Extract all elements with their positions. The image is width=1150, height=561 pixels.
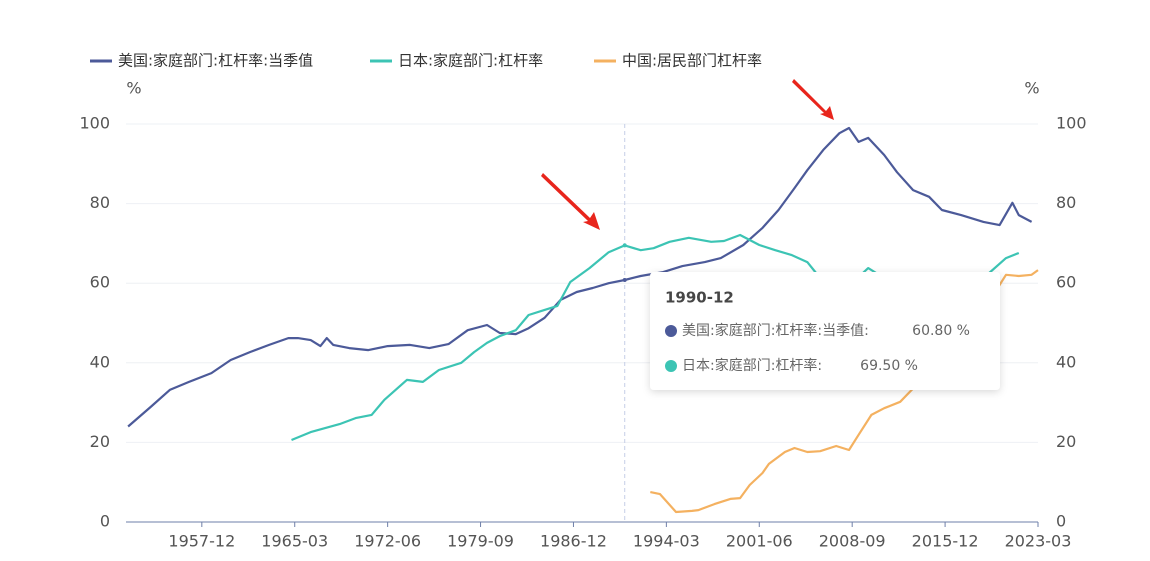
tooltip-dot: [665, 325, 677, 337]
x-tick-label: 1986-12: [540, 532, 607, 551]
series-line: [127, 126, 1033, 428]
annotation-arrow: [541, 173, 600, 230]
legend-label: 日本:家庭部门:杠杆率: [398, 52, 543, 70]
x-tick-label: 1965-03: [261, 532, 328, 551]
y2-unit: %: [1024, 79, 1039, 98]
y-tick-label: 0: [100, 512, 110, 531]
y-tick-label: 80: [90, 193, 110, 212]
y2-tick-label: 20: [1056, 432, 1076, 451]
tooltip-name: 日本:家庭部门:杠杆率:: [682, 357, 822, 374]
hover-point: [622, 278, 627, 283]
x-tick-label: 1979-09: [447, 532, 514, 551]
y2-tick-label: 40: [1056, 352, 1076, 371]
y-tick-label: 20: [90, 432, 110, 451]
x-tick-label: 2001-06: [726, 532, 793, 551]
tooltip-dot: [665, 360, 677, 372]
annotation-arrow: [792, 79, 834, 120]
y2-tick-label: 80: [1056, 193, 1076, 212]
y-tick-label: 100: [79, 114, 110, 133]
tooltip-value: 60.80 %: [912, 323, 970, 339]
legend-label: 美国:家庭部门:杠杆率:当季值: [118, 52, 313, 70]
x-tick-label: 2015-12: [912, 532, 979, 551]
y2-tick-label: 0: [1056, 512, 1066, 531]
x-tick-label: 2023-03: [1005, 532, 1072, 551]
tooltip-name: 美国:家庭部门:杠杆率:当季值:: [682, 322, 869, 339]
y2-tick-label: 60: [1056, 273, 1076, 292]
tooltip-value: 69.50 %: [860, 358, 918, 374]
x-tick-label: 1972-06: [354, 532, 421, 551]
x-tick-label: 1994-03: [633, 532, 700, 551]
y2-tick-label: 100: [1056, 114, 1087, 133]
y-tick-label: 60: [90, 273, 110, 292]
y-tick-label: 40: [90, 352, 110, 371]
y-unit: %: [126, 79, 141, 98]
x-tick-label: 2008-09: [819, 532, 886, 551]
hover-point: [622, 243, 627, 248]
x-tick-label: 1957-12: [168, 532, 235, 551]
tooltip-title: 1990-12: [665, 289, 734, 307]
tooltip: 1990-12 美国:家庭部门:杠杆率:当季值: 60.80 % 日本:家庭部门:杠杆…: [650, 272, 1000, 390]
tooltip-box: [650, 272, 1000, 390]
legend-label: 中国:居民部门杠杆率: [622, 52, 762, 70]
